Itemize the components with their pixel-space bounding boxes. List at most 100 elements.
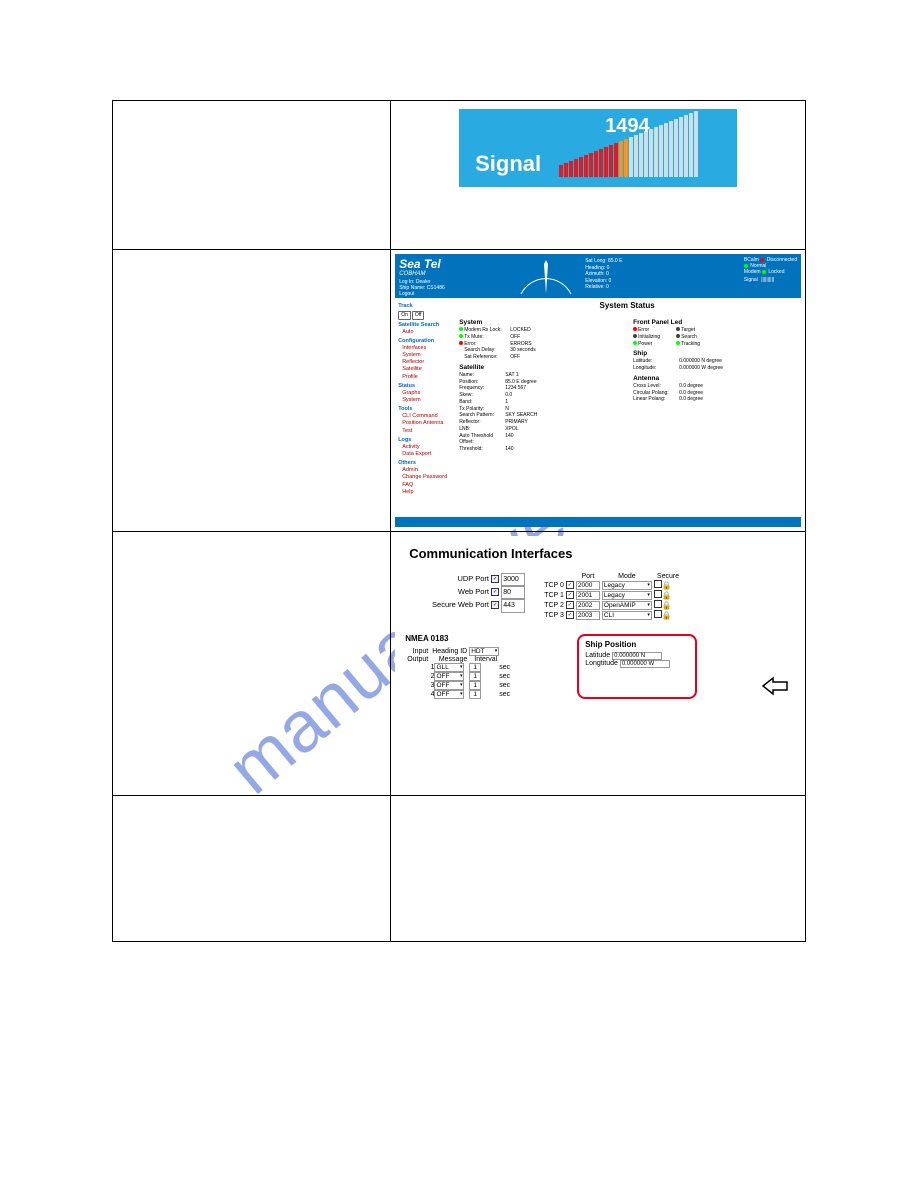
tcp-port-input[interactable]: 2002 <box>576 601 600 610</box>
tcp-row: TCP 3✓2003CLI🔒 <box>543 610 683 620</box>
tcp-secure-checkbox[interactable] <box>654 610 662 618</box>
nav-item[interactable]: CLI Command <box>402 413 450 420</box>
status-row: Search Delay:30 seconds <box>459 347 621 354</box>
tcp-mode-select[interactable]: Legacy <box>602 591 652 600</box>
ss-header: Sea Tel COBHAM Log In: Dealer Ship Name:… <box>395 254 801 298</box>
port-input[interactable]: 80 <box>501 586 525 599</box>
nav-section-header: Others <box>398 460 450 467</box>
nav-item[interactable]: System <box>402 352 450 359</box>
nmea-msg-select[interactable]: OFF <box>434 672 464 681</box>
status-row: Error:ERRORS <box>459 341 621 348</box>
nav-item[interactable]: Satellite <box>402 366 450 373</box>
port-row: UDP Port ✓ 3000 <box>405 573 525 586</box>
ship-lon-value: 0.000000 W <box>620 660 670 668</box>
nmea-interval-input[interactable]: 1 <box>469 663 481 672</box>
system-status-panel: Sea Tel COBHAM Log In: Dealer Ship Name:… <box>395 254 801 527</box>
signal-bar <box>564 163 568 177</box>
ss-main: System Status SystemModem Rx Lock:LOCKED… <box>453 298 801 515</box>
tcp-secure-checkbox[interactable] <box>654 580 662 588</box>
nav-section-header: Status <box>398 383 450 390</box>
nav-item[interactable]: System <box>402 397 450 404</box>
status-row: Reflector:PRIMARY <box>459 419 621 426</box>
status-row: Latitude:0.000000 N degree <box>633 358 795 365</box>
nav-item[interactable]: Admin <box>402 467 450 474</box>
nmea-interval-input[interactable]: 1 <box>469 690 481 699</box>
status-row: Modem Rx Lock:LOCKED <box>459 327 621 334</box>
tcp-mode-select[interactable]: CLI <box>602 611 652 620</box>
tcp-port-input[interactable]: 2003 <box>576 611 600 620</box>
nmea-interval-input[interactable]: 1 <box>469 672 481 681</box>
tcp-port-input[interactable]: 2001 <box>576 591 600 600</box>
nav-item[interactable]: Position Antenna <box>402 420 450 427</box>
section-header: Satellite <box>459 364 621 371</box>
signal-bar <box>674 119 678 177</box>
signal-bar <box>649 129 653 177</box>
track-button[interactable]: Off <box>412 311 425 320</box>
signal-bar <box>684 115 688 177</box>
signal-bar <box>579 157 583 177</box>
port-input[interactable]: 443 <box>501 599 525 612</box>
status-leds-top: BCalm Disconnected NormalModem LockedSig… <box>744 257 797 283</box>
nav-item[interactable]: Data Export <box>402 451 450 458</box>
status-led-icon <box>459 327 463 331</box>
reading-line: Sat Long: 85.0 E <box>585 258 622 265</box>
footer-bar <box>395 517 801 527</box>
nmea-msg-select[interactable]: GLL <box>434 663 464 672</box>
signal-bar <box>614 143 618 177</box>
row3-right: Communication Interfaces UDP Port ✓ 3000… <box>390 532 805 795</box>
signal-bar <box>589 153 593 177</box>
tcp-port-input[interactable]: 2000 <box>576 581 600 590</box>
nav-item[interactable]: Graphs <box>402 390 450 397</box>
track-button[interactable]: On <box>398 311 411 320</box>
ship-lon-label: Longtitude <box>585 660 618 667</box>
port-checkbox[interactable]: ✓ <box>491 601 499 609</box>
led-row: PowerTracking <box>633 341 795 348</box>
status-row: Search Pattern:SKY SEARCH <box>459 412 621 419</box>
tcp-mode-select[interactable]: Legacy <box>602 581 652 590</box>
signal-bar <box>679 117 683 177</box>
nav-section-header: Tools <box>398 406 450 413</box>
signal-bar <box>629 137 633 177</box>
tcp-checkbox[interactable]: ✓ <box>566 601 574 609</box>
row3-left <box>113 532 390 795</box>
tcp-checkbox[interactable]: ✓ <box>566 611 574 619</box>
tcp-secure-checkbox[interactable] <box>654 590 662 598</box>
nav-item[interactable]: Test <box>402 428 450 435</box>
tcp-secure-checkbox[interactable] <box>654 600 662 608</box>
nav-item[interactable]: Profile <box>402 374 450 381</box>
signal-bar <box>639 133 643 177</box>
nav-item[interactable]: Reflector <box>402 359 450 366</box>
nmea-msg-select[interactable]: OFF <box>434 690 464 699</box>
port-checkbox[interactable]: ✓ <box>491 588 499 596</box>
signal-bar <box>559 165 563 177</box>
nmea-msg-select[interactable]: OFF <box>434 681 464 690</box>
ship-lon-row: Longtitude 0.000000 W <box>585 660 689 668</box>
status-row: Tx Polarity:N <box>459 406 621 413</box>
nav-section-header: Satellite Search <box>398 322 450 329</box>
status-led-icon <box>459 334 463 338</box>
row2-right: Sea Tel COBHAM Log In: Dealer Ship Name:… <box>390 250 805 531</box>
port-checkbox[interactable]: ✓ <box>491 575 499 583</box>
status-row: Name:SAT 1 <box>459 372 621 379</box>
port-row: Secure Web Port ✓ 443 <box>405 599 525 612</box>
logout-link[interactable]: Logout <box>399 291 797 297</box>
nav-item[interactable]: Interfaces <box>402 345 450 352</box>
nmea-row: 4OFF1sec <box>405 690 510 699</box>
nav-section-header: Track <box>398 303 450 310</box>
readings: Sat Long: 85.0 EHeading: 0Azimuth: 0Elev… <box>585 258 622 291</box>
nav-item[interactable]: Activity <box>402 444 450 451</box>
nmea-interval-input[interactable]: 1 <box>469 681 481 690</box>
nav-item[interactable]: Change Password <box>402 474 450 481</box>
status-row: Position:85.0 E degree <box>459 379 621 386</box>
nav-item[interactable]: FAQ <box>402 482 450 489</box>
tcp-checkbox[interactable]: ✓ <box>566 581 574 589</box>
signal-bar <box>634 135 638 177</box>
nav-item[interactable]: Help <box>402 489 450 496</box>
tcp-mode-select[interactable]: OpenAMIP <box>602 601 652 610</box>
tcp-ports-table: PortModeSecureTCP 0✓2000Legacy🔒TCP 1✓200… <box>543 573 683 620</box>
tcp-checkbox[interactable]: ✓ <box>566 591 574 599</box>
ship-lat-value: 0.000000 N <box>612 652 662 660</box>
nav-item[interactable]: Auto <box>402 329 450 336</box>
heading-select[interactable]: HDT <box>469 647 499 656</box>
port-input[interactable]: 3000 <box>501 573 525 586</box>
